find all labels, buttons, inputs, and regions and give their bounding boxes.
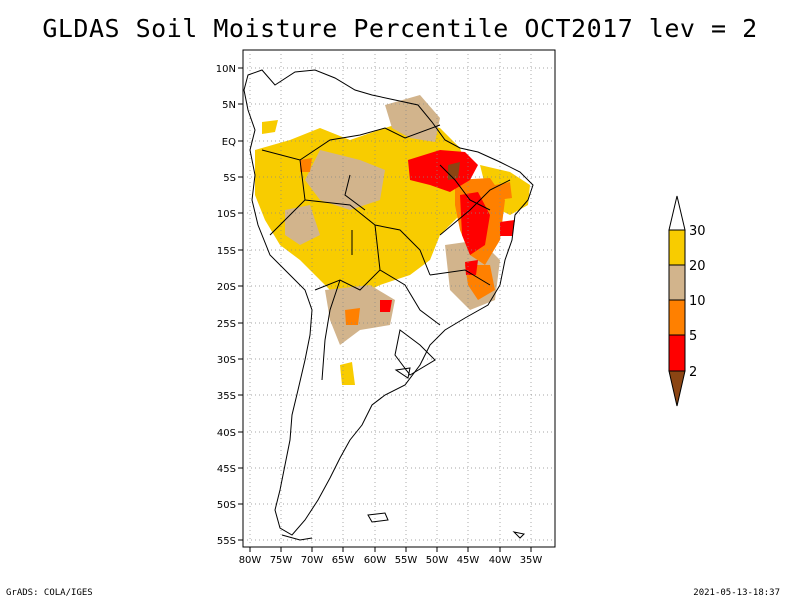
colorbar-label: 10 <box>689 294 706 309</box>
lon-tick-label: 55W <box>395 555 418 566</box>
lat-tick-label: 45S <box>217 464 236 475</box>
colorbar-segment-5-10 <box>668 299 686 336</box>
lat-tick-label: 25S <box>217 319 236 330</box>
map-title: GLDAS Soil Moisture Percentile OCT2017 l… <box>42 14 758 43</box>
shade-red-bits <box>380 260 478 312</box>
shade-yellow-south <box>340 362 355 385</box>
shade-red-east <box>460 192 490 255</box>
lat-tick-label: 15S <box>217 246 236 257</box>
lat-tick-label: 10S <box>217 209 236 220</box>
colorbar-label: 30 <box>689 224 706 239</box>
lon-tick-label: 70W <box>301 555 324 566</box>
footer-credit: GrADS: COLA/IGES <box>6 588 93 598</box>
lat-tick-label: 55S <box>217 536 236 547</box>
lat-tick-labels: 10N 5N EQ 5S 10S 15S 20S 25S 30S 35S 40S… <box>216 64 243 547</box>
colorbar-label: 20 <box>689 259 706 274</box>
colorbar-segment-20-30 <box>668 229 686 266</box>
colorbar-label: 2 <box>689 365 697 380</box>
lon-tick-label: 35W <box>520 555 543 566</box>
shade-red-north <box>408 150 478 192</box>
shade-tan-west <box>285 205 320 245</box>
lat-tick-label: 20S <box>217 282 236 293</box>
lon-tick-label: 45W <box>457 555 480 566</box>
colorbar: 30 20 10 5 2 <box>668 195 706 407</box>
lon-tick-label: 40W <box>489 555 512 566</box>
lon-tick-labels: 80W 75W 70W 65W 60W 55W 50W 45W 40W 35W <box>239 547 543 566</box>
colorbar-segment-2-5 <box>668 334 686 372</box>
lon-tick-label: 65W <box>332 555 355 566</box>
colorbar-bottom-triangle <box>668 370 686 407</box>
colorbar-top-triangle <box>668 195 686 231</box>
shade-tan-paraguay <box>325 285 395 345</box>
lon-tick-label: 75W <box>270 555 293 566</box>
continent-outline <box>243 69 534 541</box>
lon-tick-label: 80W <box>239 555 262 566</box>
lat-tick-label: 50S <box>217 500 236 511</box>
lat-tick-label: EQ <box>222 137 236 148</box>
lat-tick-label: 10N <box>216 64 236 75</box>
footer-timestamp: 2021-05-13-18:37 <box>693 588 780 598</box>
colorbar-label: 5 <box>689 329 697 344</box>
lat-tick-label: 5S <box>223 173 236 184</box>
shade-yellow-nw <box>262 120 278 134</box>
grid-lines <box>243 50 555 547</box>
lon-tick-label: 50W <box>426 555 449 566</box>
lat-tick-label: 30S <box>217 355 236 366</box>
lat-tick-label: 35S <box>217 391 236 402</box>
shade-tan-central <box>305 150 385 210</box>
shade-red-coast <box>500 220 515 236</box>
lat-tick-label: 40S <box>217 428 236 439</box>
lat-tick-label: 5N <box>222 100 236 111</box>
colorbar-segment-10-20 <box>668 264 686 301</box>
lon-tick-label: 60W <box>364 555 387 566</box>
